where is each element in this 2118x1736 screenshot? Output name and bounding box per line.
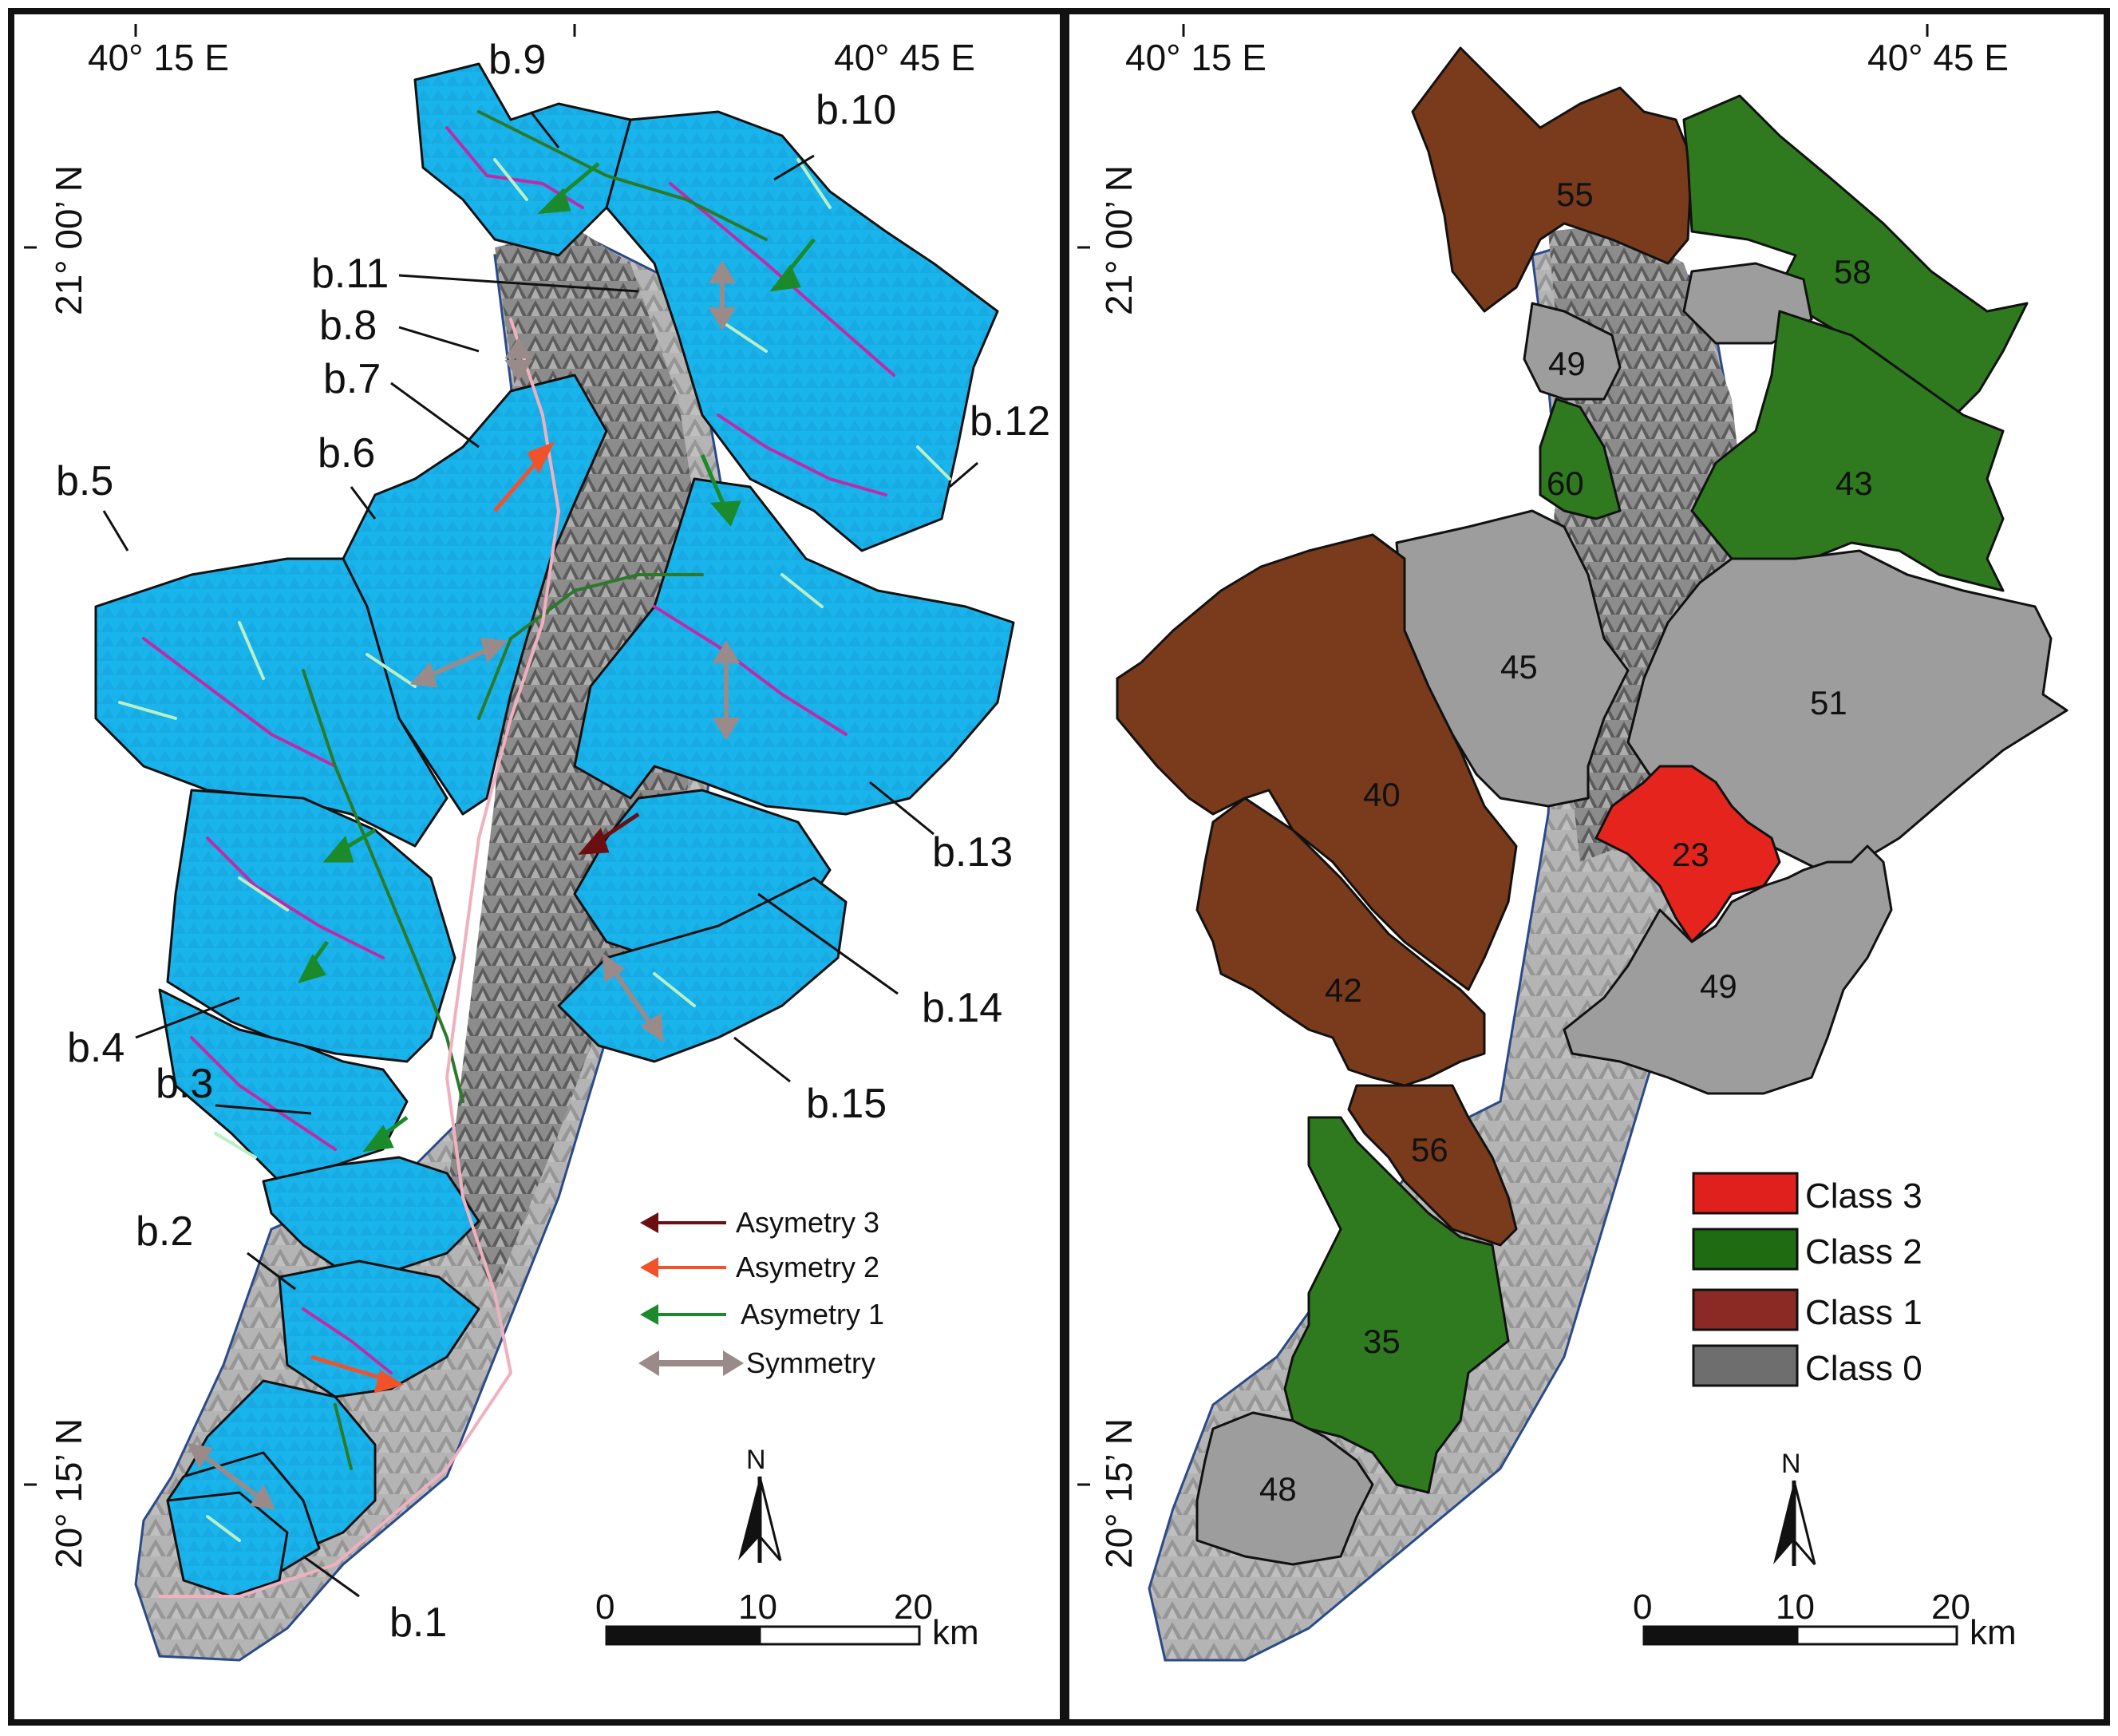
value-40: 40: [1363, 776, 1401, 813]
basin-values: 55 58 49 60 43 45 51 40 23 42 49 56 35 4…: [1259, 176, 1873, 1508]
svg-text:20: 20: [894, 1588, 933, 1627]
svg-text:0: 0: [595, 1588, 614, 1627]
lat-label-top: 21° 00’ N: [48, 165, 89, 315]
scale-bar-right: 0 10 20 km: [1633, 1588, 2017, 1652]
value-55: 55: [1556, 176, 1594, 213]
legend-symmetry: Symmetry: [638, 1346, 875, 1379]
svg-text:km: km: [932, 1613, 979, 1652]
basin-48: [1195, 1411, 1374, 1566]
legend-class1: Class 1: [1805, 1293, 1922, 1332]
asymmetry-arrows: [187, 162, 816, 1510]
right-map: 40° 15 E 40° 45 E 21° 00’ N 20° 15’ N 55: [1077, 24, 2069, 1662]
streams: [118, 110, 951, 1598]
basin-labels: b.1 b.2 b.3 b.4 b.5 b.6 b.7 b.8 b.9 b.10…: [56, 37, 1050, 1646]
lat-label-bottom: 20° 15’ N: [48, 1418, 89, 1568]
basin-51: [1626, 549, 2069, 872]
svg-text:10: 10: [1776, 1588, 1815, 1627]
svg-text:20: 20: [1931, 1588, 1970, 1627]
value-42: 42: [1325, 971, 1362, 1009]
basin-40: [1116, 533, 1518, 991]
left-map: 40° 15 E 40° 45 E 21° 00’ N 20° 15’ N: [24, 24, 1050, 1662]
basin-43: [1690, 310, 2005, 592]
label-b8: b.8: [319, 303, 377, 349]
arrow-asym1: [298, 162, 816, 1153]
value-23: 23: [1672, 836, 1709, 873]
class-basins: [1116, 46, 2069, 1566]
north-arrow-right: N: [1773, 1449, 1816, 1566]
lon-label-left-2: 40° 15 E: [1125, 37, 1266, 78]
legend-class3: Class 3: [1805, 1176, 1922, 1216]
label-b2: b.2: [136, 1208, 193, 1255]
legend-swatch-class0: [1692, 1344, 1799, 1387]
value-56: 56: [1411, 1131, 1448, 1169]
legend-swatch-class2: [1692, 1228, 1799, 1271]
value-43: 43: [1835, 465, 1873, 502]
value-51: 51: [1810, 684, 1847, 722]
svg-text:km: km: [1970, 1613, 2017, 1652]
right-legend: Class 3 Class 2 Class 1 Class 0: [1692, 1172, 1922, 1388]
lon-label-left: 40° 15 E: [88, 37, 229, 78]
left-legend: Asymetry 3 Asymetry 2 Asymetry 1 Symmetr…: [638, 1206, 884, 1379]
lat-label-bottom-2: 20° 15’ N: [1098, 1418, 1140, 1568]
label-b6: b.6: [318, 430, 375, 477]
basin-60: [1539, 397, 1622, 520]
svg-text:Asymetry 3: Asymetry 3: [736, 1206, 879, 1239]
basin-42: [1195, 797, 1486, 1087]
svg-text:Asymetry 1: Asymetry 1: [741, 1298, 884, 1331]
basin-49b: [1563, 844, 1893, 1095]
legend-asym3: Asymetry 3: [640, 1206, 879, 1239]
label-b15: b.15: [806, 1081, 887, 1127]
basin-55: [1411, 46, 1693, 313]
label-b10: b.10: [816, 87, 896, 133]
arrow-asym2: [310, 441, 555, 1394]
label-b9: b.9: [488, 37, 546, 83]
basin-49a: [1523, 302, 1622, 401]
basin-58: [1682, 94, 2029, 417]
label-b13: b.13: [932, 829, 1013, 876]
value-45: 45: [1500, 648, 1538, 686]
legend-asym2: Asymetry 2: [640, 1251, 879, 1283]
label-b11: b.11: [311, 251, 389, 297]
svg-text:0: 0: [1633, 1588, 1652, 1627]
svg-text:Asymetry 2: Asymetry 2: [736, 1251, 879, 1283]
basin-23: [1594, 765, 1781, 943]
lon-label-right-2: 40° 45 E: [1867, 37, 2009, 78]
svg-text:Symmetry: Symmetry: [746, 1346, 875, 1379]
basins-fill: [94, 62, 1015, 1598]
right-panel-frame: [1063, 8, 2110, 1726]
value-48: 48: [1259, 1470, 1297, 1508]
lon-label-right: 40° 45 E: [834, 37, 975, 78]
label-b1: b.1: [389, 1600, 447, 1646]
label-b7: b.7: [323, 356, 381, 402]
legend-class0: Class 0: [1805, 1349, 1922, 1388]
value-49-top: 49: [1548, 345, 1586, 382]
label-b4: b.4: [67, 1025, 124, 1071]
scale-bar-left: 0 10 20 km: [595, 1588, 979, 1652]
svg-text:N: N: [746, 1445, 766, 1475]
legend-class2: Class 2: [1805, 1232, 1922, 1271]
value-58: 58: [1834, 253, 1871, 291]
value-35: 35: [1363, 1323, 1401, 1360]
svg-text:10: 10: [738, 1588, 777, 1627]
basin-56: [1347, 1084, 1518, 1247]
arrow-symmetry: [187, 260, 741, 1510]
label-b5: b.5: [56, 458, 113, 504]
arrow-asym3: [578, 812, 640, 855]
legend-swatch-class3: [1692, 1172, 1799, 1215]
legend-asym1: Asymetry 1: [640, 1298, 884, 1331]
lat-label-top-2: 21° 00’ N: [1098, 165, 1140, 315]
label-b14: b.14: [922, 985, 1002, 1031]
basin-35: [1283, 1116, 1510, 1494]
svg-text:N: N: [1781, 1449, 1801, 1479]
label-b3: b.3: [156, 1061, 213, 1107]
value-60: 60: [1547, 465, 1584, 502]
north-arrow-left: N: [738, 1445, 782, 1563]
legend-swatch-class1: [1692, 1288, 1799, 1331]
label-b12: b.12: [970, 398, 1050, 445]
value-49-mid: 49: [1700, 967, 1737, 1005]
